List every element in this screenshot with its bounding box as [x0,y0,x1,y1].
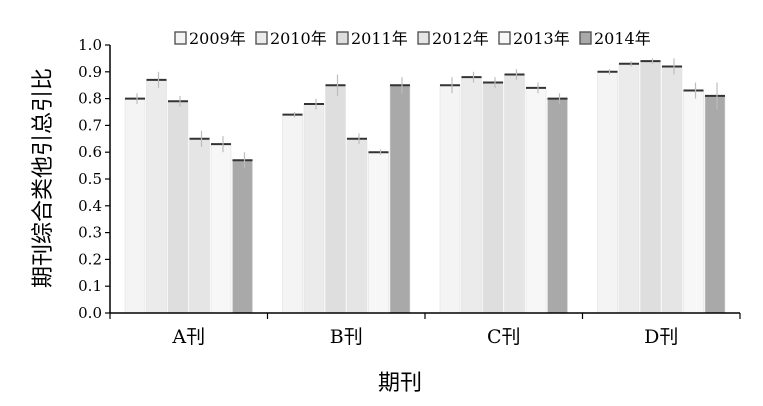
bar [325,84,346,314]
x-axis-label: 期刊 [378,371,422,396]
legend-label: 2013年 [513,29,570,48]
bar [661,66,683,314]
bar [547,98,568,314]
legend-swatch [336,31,349,45]
legend-label: 2010年 [270,29,327,48]
bar [640,60,661,314]
x-tick-label: C刊 [487,326,521,348]
legend: 2009年 2010年 2011年 2012年 2013年 2014年 [174,29,651,48]
legend-swatch [255,31,268,45]
bar [303,103,325,314]
bar [282,114,303,314]
x-tick-label: A刊 [171,326,205,348]
bar [439,84,461,314]
bar [597,71,618,314]
y-tick-label: 0.1 [78,277,102,295]
bar [482,82,504,314]
bar [525,87,547,314]
bar [346,138,368,314]
y-tick-label: 0.5 [78,170,102,188]
bar [124,98,146,314]
legend-swatch [417,31,430,45]
bar [683,90,704,314]
legend-label: 2014年 [594,29,651,48]
legend-label: 2011年 [351,29,408,48]
bar [167,100,189,314]
x-axis: A刊 B刊 C刊 D刊 [109,312,741,348]
bar [210,143,232,314]
bar [189,138,210,314]
y-tick-label: 0.9 [78,63,102,81]
bars [124,58,726,314]
legend-swatch [579,31,592,45]
bar [368,151,389,314]
y-axis-label: 期刊综合类他引总引比 [31,68,56,288]
bar [232,159,253,314]
bar [389,84,411,314]
y-tick-label: 1.0 [78,36,102,54]
y-tick-label: 0.7 [78,116,102,134]
legend-swatch [174,31,187,45]
bar [704,95,726,314]
bar [504,74,525,314]
legend-swatch [498,31,511,45]
y-tick-label: 0.6 [78,143,102,161]
y-tick-label: 0.8 [78,90,102,108]
y-tick-label: 0.0 [78,304,102,322]
legend-label: 2009年 [189,29,246,48]
y-tick-label: 0.3 [78,224,102,242]
y-tick-label: 0.4 [78,197,102,215]
bar [618,63,640,314]
y-axis: 0.0 0.1 0.2 0.3 0.4 0.5 0.6 0.7 0.8 0.9 1.0 [78,36,111,322]
x-tick-label: B刊 [330,326,363,348]
legend-label: 2012年 [432,29,489,48]
bar [461,76,482,314]
y-tick-label: 0.2 [78,250,102,268]
bar [146,79,167,314]
x-tick-label: D刊 [644,326,678,348]
